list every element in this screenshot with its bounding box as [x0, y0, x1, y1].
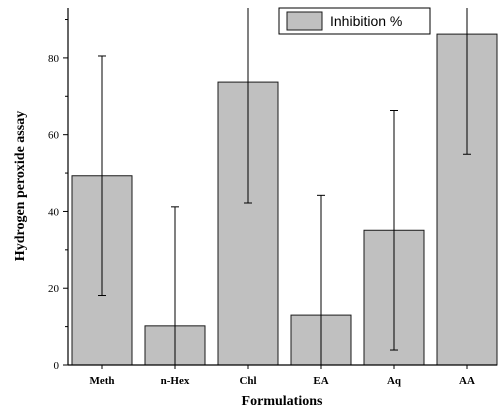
y-tick-label: 80 [48, 53, 60, 65]
error-bars-layer [98, 8, 471, 365]
x-axis-title: Formulations [242, 394, 323, 409]
x-ticks: Meth n-Hex Chl EA Aq AA [89, 365, 475, 387]
legend: Inhibition % [278, 7, 431, 35]
y-tick-label: 0 [54, 360, 60, 372]
x-tick-label: AA [459, 375, 475, 387]
x-tick-label: Aq [387, 375, 402, 387]
y-tick-label: 60 [48, 130, 60, 142]
legend-label: Inhibition % [330, 13, 402, 29]
x-tick-label: n-Hex [161, 375, 190, 387]
x-tick-label: Chl [239, 375, 256, 387]
y-tick-label: 40 [48, 206, 60, 218]
legend-swatch [286, 11, 323, 31]
x-tick-label: EA [313, 375, 328, 387]
plot-area: 0 20 40 60 80 Meth n-Hex Chl EA Aq AA [48, 8, 498, 387]
y-axis-title: Hydrogen peroxide assay [13, 111, 28, 261]
y-tick-label: 20 [48, 283, 60, 295]
y-ticks: 0 20 40 60 80 [48, 19, 68, 372]
x-tick-label: Meth [89, 375, 114, 387]
bars-layer [71, 33, 498, 366]
